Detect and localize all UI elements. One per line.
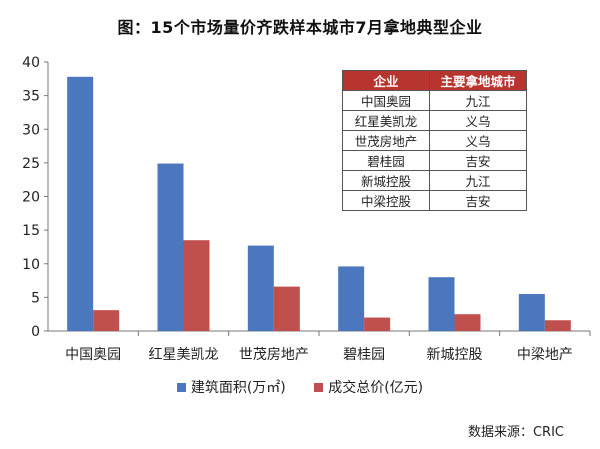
table-cell-city: 义乌 bbox=[429, 110, 527, 131]
table-row: 中国奥园 九江 bbox=[342, 90, 527, 111]
table-cell-company: 中梁控股 bbox=[342, 190, 430, 211]
chart-title: 图：15个市场量价齐跌样本城市7月拿地典型企业 bbox=[117, 18, 483, 37]
y-tick-label: 25 bbox=[22, 156, 40, 172]
table-header-city: 主要拿地城市 bbox=[429, 70, 527, 91]
bar-price bbox=[544, 320, 571, 331]
table-header-company: 企业 bbox=[342, 70, 430, 91]
bar-area bbox=[67, 76, 94, 331]
bar-area bbox=[157, 163, 184, 331]
x-category-label: 红星美凯龙 bbox=[149, 347, 219, 363]
table-cell-city: 吉安 bbox=[429, 150, 527, 171]
legend-label-price: 成交总价(亿元) bbox=[328, 380, 424, 396]
bar-area bbox=[338, 266, 365, 331]
bar-area bbox=[518, 294, 545, 331]
legend-label-area: 建筑面积(万㎡) bbox=[190, 380, 286, 396]
table-row: 碧桂园 吉安 bbox=[342, 150, 527, 171]
table-cell-company: 红星美凯龙 bbox=[342, 110, 430, 131]
table-cell-city: 九江 bbox=[429, 170, 527, 191]
table-row: 红星美凯龙 义乌 bbox=[342, 110, 527, 131]
y-tick-label: 35 bbox=[22, 89, 40, 105]
y-tick-label: 15 bbox=[22, 223, 40, 239]
y-tick-label: 20 bbox=[22, 190, 40, 206]
bar-price bbox=[93, 310, 120, 331]
table-row: 中梁控股 吉安 bbox=[342, 190, 527, 211]
x-category-label: 中梁地产 bbox=[517, 347, 573, 363]
x-category-label: 世茂房地产 bbox=[239, 346, 309, 363]
table-cell-city: 九江 bbox=[429, 90, 527, 111]
x-category-label: 中国奥园 bbox=[65, 346, 121, 363]
bar-price bbox=[183, 240, 210, 331]
legend-swatch-price bbox=[314, 382, 324, 392]
table-cell-company: 中国奥园 bbox=[342, 90, 430, 111]
table-cell-city: 义乌 bbox=[429, 130, 527, 151]
table-row: 新城控股 九江 bbox=[342, 170, 527, 191]
legend-item-price: 成交总价(亿元) bbox=[314, 377, 423, 397]
bar-price bbox=[273, 286, 300, 331]
y-tick-label: 5 bbox=[31, 290, 40, 306]
y-tick-label: 0 bbox=[31, 324, 40, 340]
bar-price bbox=[364, 317, 391, 331]
y-tick-label: 40 bbox=[22, 55, 40, 71]
city-table: 企业 主要拿地城市 中国奥园 九江 红星美凯龙 义乌 世茂房地产 义乌 碧桂园 吉安 新… bbox=[342, 70, 527, 211]
table-cell-company: 新城控股 bbox=[342, 170, 430, 191]
legend-swatch-area bbox=[176, 382, 186, 392]
bar-price bbox=[454, 314, 481, 331]
table-cell-company: 碧桂园 bbox=[342, 150, 430, 171]
table-header-row: 企业 主要拿地城市 bbox=[342, 70, 527, 91]
x-category-label: 新城控股 bbox=[427, 347, 483, 363]
bar-area bbox=[247, 245, 274, 331]
chart-legend: 建筑面积(万㎡) 成交总价(亿元) bbox=[0, 377, 600, 397]
bar-area bbox=[428, 277, 455, 331]
source-note: 数据来源：CRIC bbox=[467, 425, 564, 440]
y-tick-label: 10 bbox=[22, 257, 40, 273]
x-category-label: 碧桂园 bbox=[343, 347, 385, 363]
table-cell-city: 吉安 bbox=[429, 190, 527, 211]
y-tick-label: 30 bbox=[22, 122, 40, 138]
legend-item-area: 建筑面积(万㎡) bbox=[176, 377, 286, 397]
table-row: 世茂房地产 义乌 bbox=[342, 130, 527, 151]
table-cell-company: 世茂房地产 bbox=[342, 130, 430, 151]
